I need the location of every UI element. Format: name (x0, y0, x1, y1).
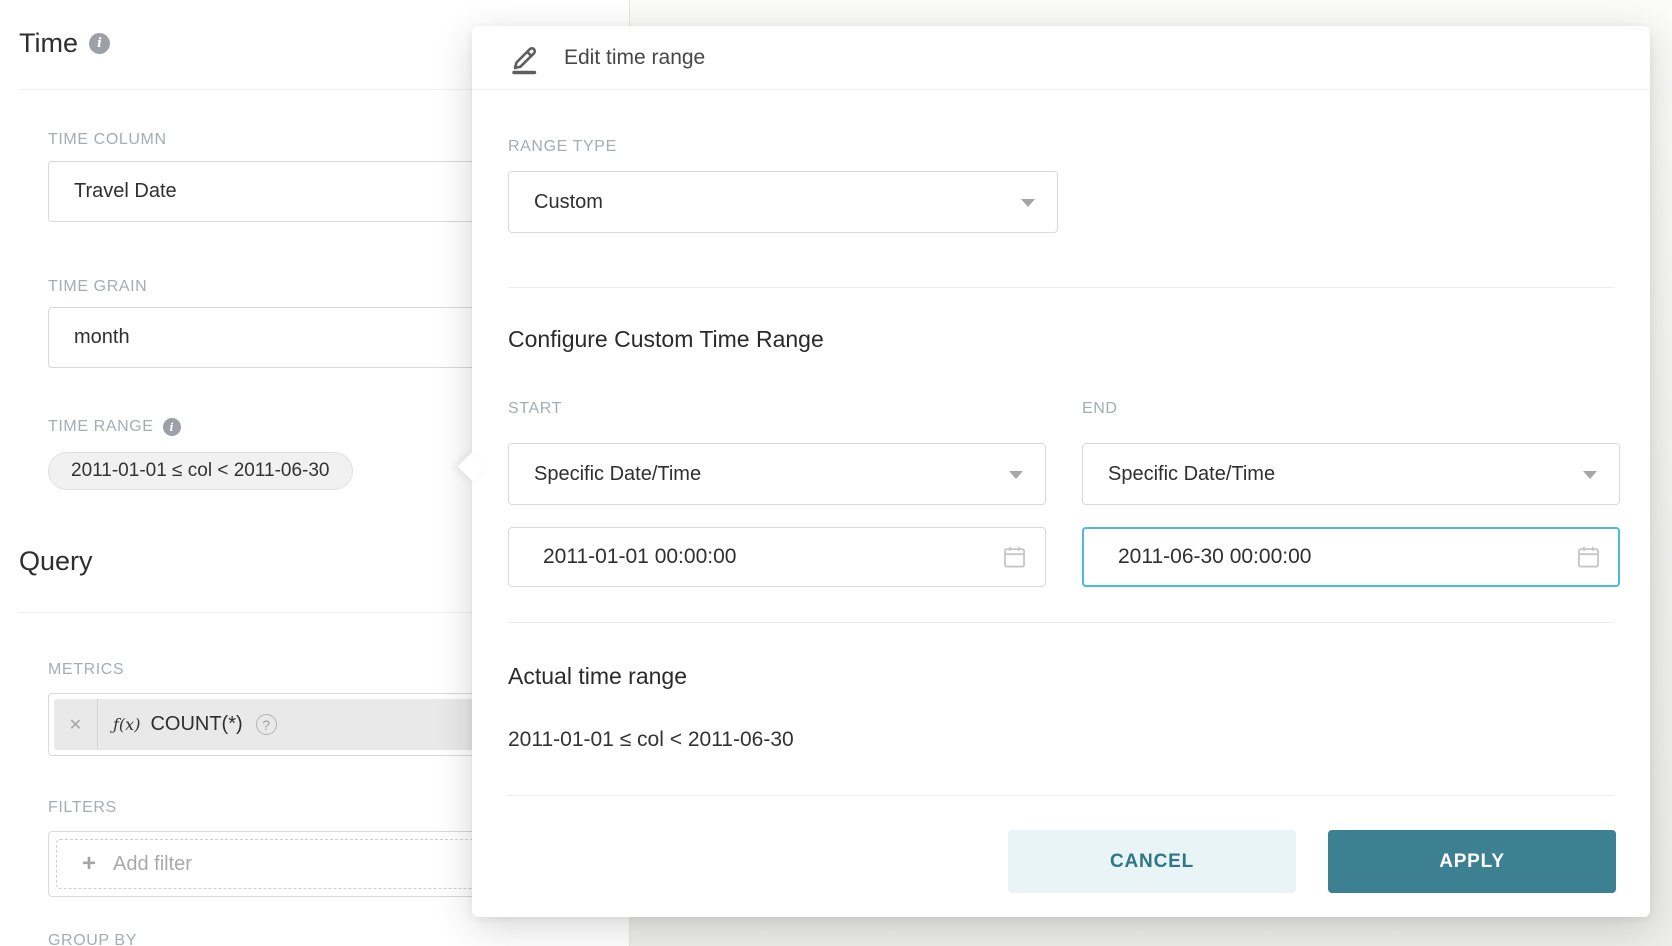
section-divider (19, 89, 614, 90)
metric-help-icon[interactable]: ? (255, 714, 277, 735)
start-mode-value: Specific Date/Time (534, 462, 702, 485)
calendar-icon[interactable] (1575, 544, 1602, 571)
function-icon: ƒ(x) (113, 715, 141, 734)
plus-icon: + (82, 850, 97, 877)
cancel-button[interactable]: CANCEL (1008, 830, 1296, 893)
filters-label: FILTERS (48, 799, 117, 816)
time-range-label-row: TIME RANGE i (48, 418, 181, 436)
time-range-pill-text: 2011-01-01 ≤ col < 2011-06-30 (71, 460, 330, 481)
popover-divider (508, 795, 1614, 796)
time-section-title: Time i (19, 28, 110, 59)
end-mode-value: Specific Date/Time (1108, 462, 1276, 485)
add-filter-label: Add filter (113, 852, 192, 875)
chevron-down-icon (1021, 199, 1035, 207)
info-icon[interactable]: i (89, 33, 110, 54)
popover-header: Edit time range (472, 26, 1650, 90)
start-mode-select[interactable]: Specific Date/Time (508, 443, 1046, 505)
end-mode-select[interactable]: Specific Date/Time (1082, 443, 1620, 505)
popover-title: Edit time range (564, 45, 706, 69)
metrics-label: METRICS (48, 661, 125, 678)
time-grain-label: TIME GRAIN (48, 278, 148, 295)
time-section-title-text: Time (19, 28, 78, 58)
configure-heading: Configure Custom Time Range (508, 326, 824, 352)
start-datetime-input[interactable] (508, 527, 1046, 587)
end-label: END (1082, 400, 1118, 417)
range-type-select[interactable]: Custom (508, 171, 1058, 233)
start-datetime-field (508, 527, 1046, 587)
end-datetime-field (1082, 527, 1620, 587)
end-datetime-input[interactable] (1082, 527, 1620, 587)
edit-time-range-popover: Edit time range RANGE TYPE Custom Config… (457, 26, 1650, 917)
calendar-icon[interactable] (1001, 544, 1028, 571)
time-range-label: TIME RANGE (48, 418, 154, 435)
time-range-pill[interactable]: 2011-01-01 ≤ col < 2011-06-30 (48, 452, 353, 490)
chevron-down-icon (1009, 471, 1023, 479)
info-icon[interactable]: i (162, 418, 181, 436)
start-label: START (508, 400, 562, 417)
time-grain-value: month (74, 326, 130, 348)
query-section-title-text: Query (19, 546, 93, 576)
range-type-value: Custom (534, 190, 603, 213)
chevron-down-icon (1583, 471, 1597, 479)
actual-time-range-value: 2011-01-01 ≤ col < 2011-06-30 (508, 728, 794, 751)
apply-button[interactable]: APPLY (1328, 830, 1616, 893)
range-type-label: RANGE TYPE (508, 138, 617, 155)
popover-divider (508, 622, 1614, 623)
time-column-value: Travel Date (74, 180, 177, 202)
actual-time-range-heading: Actual time range (508, 663, 687, 689)
section-divider (19, 612, 614, 613)
time-column-label: TIME COLUMN (48, 131, 167, 148)
edit-pencil-icon (508, 41, 542, 75)
popover-divider (508, 287, 1614, 288)
group-by-label: GROUP BY (48, 932, 137, 946)
metric-name: COUNT(*) (150, 713, 243, 735)
query-section-title: Query (19, 546, 93, 577)
add-filter-button[interactable]: + Add filter (56, 839, 555, 889)
remove-metric-icon[interactable]: ✕ (54, 699, 98, 750)
